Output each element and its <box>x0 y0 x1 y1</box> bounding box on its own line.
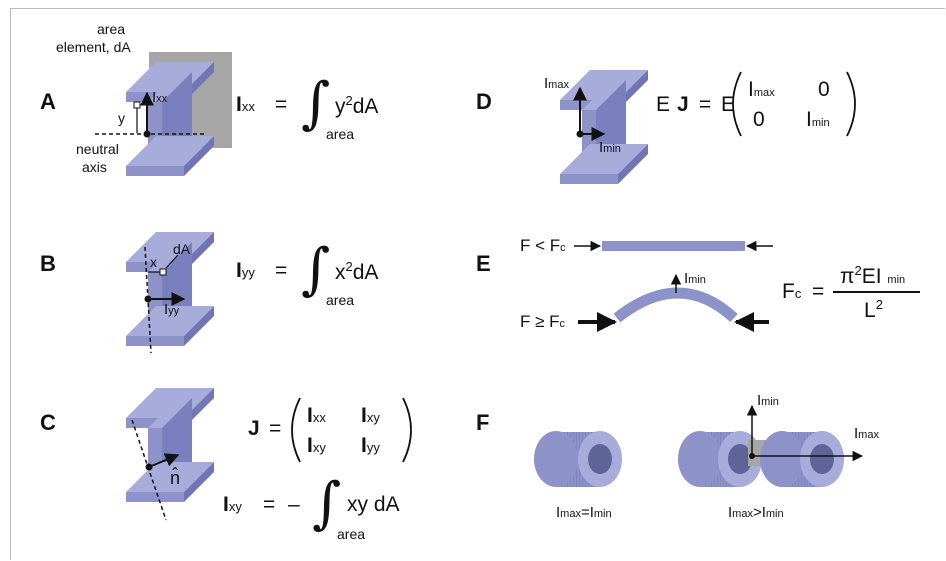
matrix-bracket-d-left <box>732 71 742 137</box>
euler-denominator: L2 <box>864 297 883 322</box>
panel-label-a: A <box>40 89 56 114</box>
double-tube-label: Imax>Imin <box>728 504 784 521</box>
matrix-d-22: Imin <box>806 108 830 131</box>
i-beam-d <box>560 70 648 184</box>
integral-domain-b: area <box>326 292 355 308</box>
centroid-dot-d <box>576 130 584 138</box>
matrix-c-11: Ixx <box>307 404 326 427</box>
buckled-rod <box>613 287 738 323</box>
centroid-dot <box>143 130 151 138</box>
vertical-axis-b <box>144 246 152 354</box>
matrix-c-21: Ixy <box>307 434 326 457</box>
panel-label-d: D <box>476 89 492 114</box>
i-min-label-d: Imin <box>599 139 621 156</box>
matrix-d-11: Imax <box>748 78 775 101</box>
integral-sign-b: ∫ <box>301 237 331 302</box>
panel-label-f: F <box>476 410 490 435</box>
area-element-square <box>133 101 141 109</box>
matrix-bracket-c-left <box>291 397 301 463</box>
principal-eq-e1: E <box>656 93 671 116</box>
i-yy-arrow-label: Iyy <box>164 301 180 318</box>
x-distance-label: x <box>150 254 157 270</box>
tensor-j-label: J <box>248 417 260 440</box>
matrix-bracket-d-right <box>846 71 856 137</box>
force-less-label: F < Fc <box>520 236 566 255</box>
panel-label-b: B <box>40 251 56 276</box>
panel-label-c: C <box>40 410 56 435</box>
centroid-dot-c <box>145 463 153 471</box>
i-xy-minus: – <box>288 493 300 516</box>
n-hat-arrow <box>148 453 180 468</box>
euler-equals: = <box>812 280 825 303</box>
i-xx-arrow-label: Ixx <box>152 89 168 106</box>
i-xx-equals: = <box>275 93 288 116</box>
figure-frame <box>10 8 945 560</box>
integral-domain-c: area <box>337 526 366 542</box>
double-tube-right <box>760 431 844 487</box>
single-tube-label: Imax=Imin <box>556 504 612 521</box>
i-xx-integrand: y2dA <box>335 93 379 118</box>
matrix-d-12: 0 <box>818 78 830 101</box>
i-max-label-d: Imax <box>544 75 569 92</box>
centroid-dot-b <box>144 295 152 303</box>
euler-fc-lhs: Fc <box>782 280 802 303</box>
single-tube <box>534 431 622 487</box>
matrix-d-21: 0 <box>753 108 765 131</box>
principal-eq-equals: = <box>699 93 712 116</box>
n-hat-label: n̂ <box>170 468 181 488</box>
integral-sign-a: ∫ <box>301 71 331 136</box>
y-distance-label: y <box>118 110 125 126</box>
i-xx-equation-lhs: Ixx <box>236 93 255 116</box>
principal-eq-e2: E <box>721 93 736 116</box>
area-element-label-2: element, dA <box>56 39 131 55</box>
principal-eq-j: J <box>677 93 689 116</box>
i-yy-equals: = <box>275 259 288 282</box>
area-element-square-b <box>159 268 167 276</box>
f-imin-axis-label: Imin <box>757 392 779 409</box>
f-imax-axis-label: Imax <box>854 425 879 442</box>
i-min-label-e: Imin <box>684 270 706 287</box>
integral-sign-c: ∫ <box>312 471 342 536</box>
i-xy-integrand: xy dA <box>347 493 400 516</box>
da-label-b: dA <box>173 241 191 257</box>
force-geq-label: F ≥ Fc <box>520 312 566 331</box>
i-xy-equals: = <box>263 493 276 516</box>
area-element-label-1: area <box>97 21 126 37</box>
panel-label-e: E <box>476 251 491 276</box>
neutral-axis-label-2: axis <box>82 159 107 175</box>
i-beam-b <box>126 232 214 346</box>
i-yy-integrand: x2dA <box>335 259 379 284</box>
i-yy-equation-lhs: Iyy <box>236 259 255 282</box>
matrix-bracket-c-right <box>402 397 412 463</box>
tensor-equals: = <box>269 417 282 440</box>
matrix-c-22: Iyy <box>361 434 380 457</box>
i-xy-equation-lhs: Ixy <box>223 493 242 516</box>
integral-domain-a: area <box>326 126 355 142</box>
da-pointer-line <box>165 254 179 269</box>
matrix-c-12: Ixy <box>361 404 380 427</box>
neutral-axis-label-1: neutral <box>76 141 119 157</box>
centroid-dot-f <box>749 453 755 459</box>
euler-numerator: π2EI min <box>840 263 906 288</box>
